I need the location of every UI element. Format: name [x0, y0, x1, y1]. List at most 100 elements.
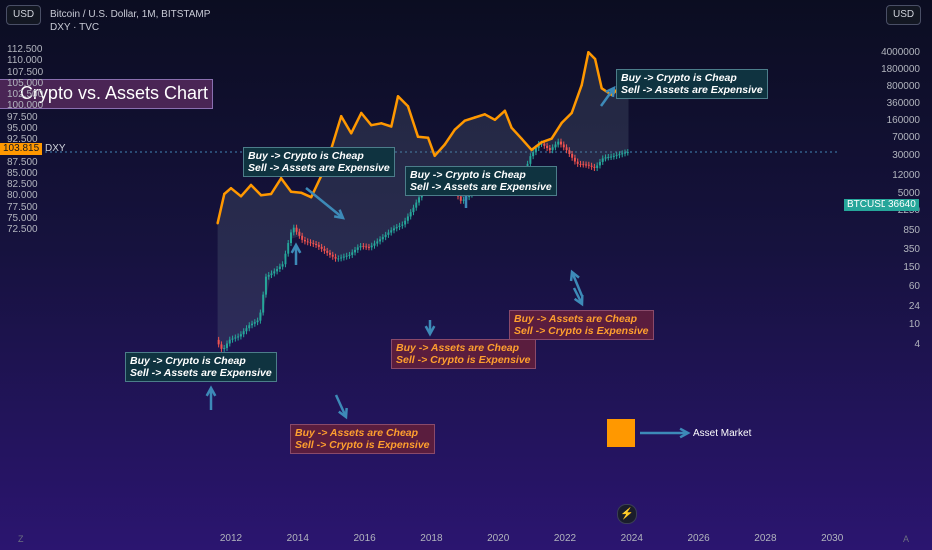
dxy-symbol-tag: DXY — [45, 143, 66, 154]
dxy-point — [406, 105, 410, 108]
candle — [334, 256, 337, 259]
candle — [546, 145, 549, 149]
candle — [237, 336, 240, 338]
right-y-tick: 4000000 — [881, 47, 920, 58]
candle — [264, 276, 267, 295]
candle — [395, 227, 398, 229]
chart-title: Crypto vs. Assets Chart — [19, 83, 208, 103]
candle — [618, 154, 621, 156]
dxy-point — [483, 113, 487, 116]
candle — [582, 164, 585, 166]
candle — [337, 258, 340, 260]
candle — [295, 227, 298, 232]
candle — [585, 164, 588, 166]
right-y-tick: 150 — [903, 262, 920, 274]
dxy-point — [390, 125, 393, 128]
candle — [565, 147, 568, 151]
candle — [270, 273, 273, 276]
candle — [624, 152, 627, 154]
candle — [359, 246, 362, 248]
candle — [568, 150, 571, 154]
dxy-point — [279, 177, 283, 180]
dxy-point — [216, 222, 219, 225]
overlay-title[interactable]: DXY · TVC — [50, 22, 100, 33]
candle — [312, 243, 315, 245]
candle — [376, 241, 379, 244]
candle — [281, 264, 284, 267]
dxy-point — [443, 143, 446, 146]
right-y-tick: 12000 — [892, 169, 920, 181]
dxy-point — [426, 136, 430, 139]
dxy-point — [560, 121, 563, 125]
dxy-line — [216, 51, 630, 224]
dxy-point — [416, 135, 420, 139]
annotation-arrowhead — [333, 209, 346, 220]
left-scale-currency-button[interactable]: USD — [6, 5, 42, 25]
left-y-tick: 82.500 — [7, 179, 38, 190]
dxy-price-tag: 103.815 — [0, 143, 43, 155]
dxy-point — [493, 118, 497, 121]
candle — [404, 220, 407, 225]
candle — [323, 248, 326, 251]
left-y-tick: 95.000 — [7, 122, 38, 134]
candle — [551, 147, 554, 151]
x-tick: 2022 — [553, 533, 577, 544]
symbol-title[interactable]: Bitcoin / U.S. Dollar, 1M, BITSTAMP — [50, 9, 211, 20]
candle — [348, 254, 351, 256]
candle — [415, 202, 418, 208]
candle — [356, 247, 359, 250]
candle — [601, 158, 604, 162]
candle — [223, 347, 226, 349]
x-tick: 2028 — [754, 533, 777, 544]
x-tick: 2020 — [487, 533, 510, 544]
dxy-point — [360, 111, 363, 115]
zoom-icon[interactable]: Z — [18, 534, 24, 544]
candle — [462, 199, 465, 201]
candle — [579, 163, 582, 165]
x-tick: 2012 — [219, 533, 243, 544]
dxy-point — [593, 57, 597, 61]
candle — [292, 227, 295, 233]
auto-scale-icon[interactable]: A — [903, 534, 910, 544]
right-y-tick: 24 — [908, 300, 920, 312]
x-tick: 2014 — [286, 533, 309, 544]
candle — [340, 257, 343, 259]
candle — [387, 232, 390, 235]
right-scale-currency-button[interactable]: USD — [886, 5, 922, 25]
candle — [354, 249, 357, 253]
annotation-buy-crypto-4: Buy -> Crypto is Cheap Sell -> Assets are… — [616, 69, 768, 99]
dxy-point — [309, 195, 313, 199]
candle — [373, 243, 376, 246]
annotation-arrowhead — [205, 385, 217, 397]
candle — [290, 232, 293, 244]
candle — [262, 294, 265, 313]
candle — [557, 141, 560, 145]
right-y-tick: 60 — [908, 281, 920, 293]
dxy-point — [239, 195, 243, 198]
candle — [287, 243, 290, 254]
candle — [384, 234, 387, 238]
right-y-tick: 360000 — [886, 97, 920, 109]
dxy-point — [453, 128, 456, 131]
candle — [598, 161, 601, 166]
dxy-point — [587, 51, 590, 54]
lightning-icon[interactable]: ⚡ — [617, 504, 637, 524]
left-y-tick: 107.500 — [7, 66, 44, 78]
candle — [303, 239, 306, 242]
candle — [459, 196, 462, 201]
dxy-point — [520, 137, 523, 140]
left-y-tick: 102.500 — [7, 89, 44, 100]
dxy-point — [570, 111, 573, 115]
right-y-tick: 160000 — [886, 114, 920, 126]
dxy-point — [503, 109, 507, 112]
candle — [228, 339, 231, 344]
annotation-buy-crypto-3: Buy -> Crypto is Cheap Sell -> Assets are… — [405, 166, 557, 196]
candle — [615, 155, 618, 157]
left-y-tick: 105.000 — [7, 77, 44, 89]
candle — [278, 266, 281, 270]
dxy-point — [229, 186, 233, 190]
candle — [351, 252, 354, 255]
candle — [596, 165, 599, 169]
candle — [284, 253, 287, 265]
asset-market-legend-swatch — [607, 419, 635, 447]
